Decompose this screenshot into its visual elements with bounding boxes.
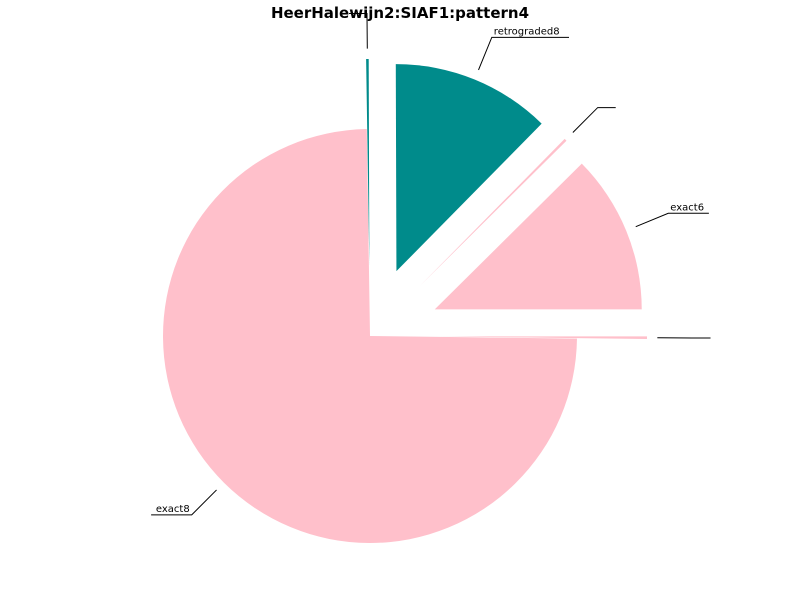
slice-label-exact6: exact6 — [670, 202, 704, 213]
leader-line-exact8 — [151, 489, 217, 516]
chart-title: HeerHalewijn2:SIAF1:pattern4 — [271, 4, 529, 22]
leader-line-exact6 — [635, 212, 709, 228]
leader-line-unlabeled-1 — [572, 107, 616, 133]
pie-slice-retrograded8 — [395, 64, 542, 272]
pie-slice-unlabeled-1 — [419, 138, 567, 287]
slice-label-exact8: exact8 — [156, 504, 190, 515]
leader-line-unlabeled-3 — [348, 12, 368, 49]
pie-slice-unlabeled-5 — [439, 336, 647, 340]
slice-labels: exact6 retrograded8 exact8 — [151, 12, 711, 516]
leader-line-retrograded8 — [478, 36, 570, 71]
pie-slice-exact8 — [162, 129, 577, 544]
pie-slice-exact6 — [434, 163, 642, 310]
pie-slice-unlabeled-3 — [366, 59, 370, 267]
pie-slices — [162, 59, 647, 544]
slice-label-retrograded8: retrograded8 — [494, 26, 560, 37]
